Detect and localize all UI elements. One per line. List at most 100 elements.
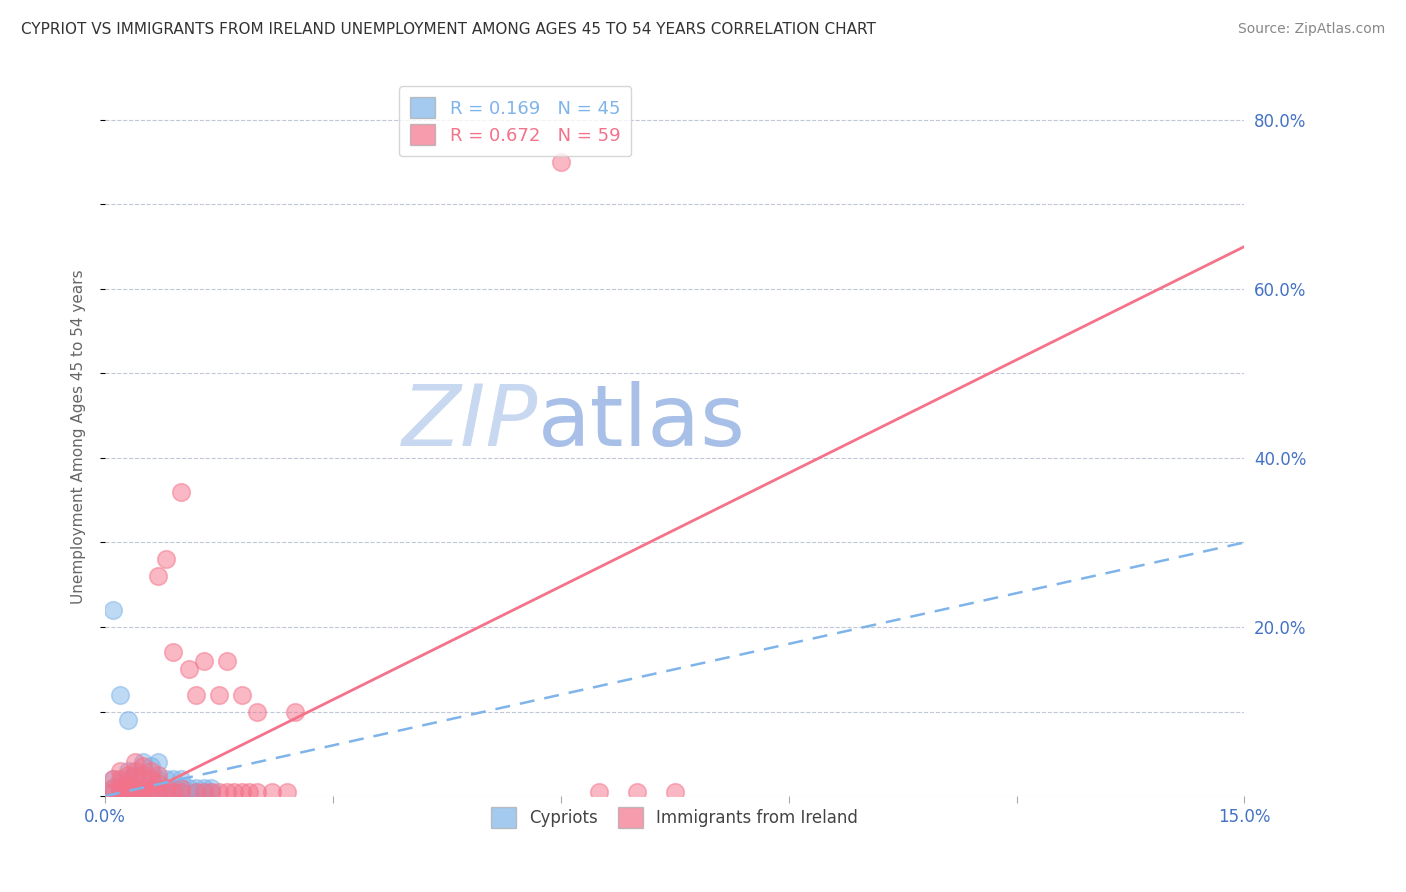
Point — [186, 785, 208, 799]
Text: CYPRIOT VS IMMIGRANTS FROM IRELAND UNEMPLOYMENT AMONG AGES 45 TO 54 YEARS CORREL: CYPRIOT VS IMMIGRANTS FROM IRELAND UNEMP… — [21, 22, 876, 37]
Point — [117, 776, 139, 790]
Point — [208, 785, 231, 799]
Point — [139, 785, 162, 799]
Point — [162, 772, 184, 787]
Point — [101, 785, 124, 799]
Point — [132, 780, 155, 795]
Point — [108, 780, 131, 795]
Point — [139, 772, 162, 787]
Point — [170, 780, 193, 795]
Point — [170, 785, 193, 799]
Point — [146, 780, 169, 795]
Point — [117, 764, 139, 778]
Y-axis label: Unemployment Among Ages 45 to 54 years: Unemployment Among Ages 45 to 54 years — [72, 269, 86, 604]
Point — [155, 552, 177, 566]
Point — [162, 645, 184, 659]
Point — [101, 780, 124, 795]
Point — [146, 756, 169, 770]
Point — [108, 776, 131, 790]
Point — [193, 780, 215, 795]
Point — [262, 785, 284, 799]
Point — [155, 780, 177, 795]
Point — [101, 772, 124, 787]
Point — [550, 155, 572, 169]
Point — [155, 772, 177, 787]
Point — [162, 780, 184, 795]
Point — [124, 764, 146, 778]
Point — [108, 780, 131, 795]
Point — [124, 768, 146, 782]
Point — [177, 785, 200, 799]
Point — [186, 780, 208, 795]
Point — [193, 785, 215, 799]
Point — [108, 785, 131, 799]
Point — [132, 785, 155, 799]
Point — [193, 785, 215, 799]
Point — [626, 785, 648, 799]
Point — [186, 785, 208, 799]
Point — [170, 785, 193, 799]
Point — [132, 785, 155, 799]
Point — [139, 772, 162, 787]
Point — [246, 785, 269, 799]
Point — [139, 764, 162, 778]
Point — [117, 780, 139, 795]
Point — [146, 569, 169, 583]
Point — [132, 768, 155, 782]
Point — [108, 764, 131, 778]
Point — [146, 785, 169, 799]
Point — [284, 705, 307, 719]
Point — [117, 785, 139, 799]
Point — [664, 785, 686, 799]
Point — [132, 772, 155, 787]
Point — [101, 603, 124, 617]
Point — [101, 780, 124, 795]
Point — [215, 654, 238, 668]
Point — [162, 785, 184, 799]
Point — [146, 772, 169, 787]
Point — [170, 780, 193, 795]
Point — [124, 785, 146, 799]
Point — [139, 785, 162, 799]
Point — [231, 785, 253, 799]
Point — [170, 772, 193, 787]
Point — [200, 780, 222, 795]
Point — [170, 484, 193, 499]
Point — [276, 785, 298, 799]
Point — [117, 772, 139, 787]
Point — [117, 768, 139, 782]
Point — [146, 768, 169, 782]
Point — [132, 756, 155, 770]
Point — [155, 780, 177, 795]
Point — [124, 780, 146, 795]
Point — [155, 785, 177, 799]
Point — [108, 772, 131, 787]
Point — [124, 780, 146, 795]
Point — [117, 713, 139, 727]
Point — [124, 785, 146, 799]
Legend: Cypriots, Immigrants from Ireland: Cypriots, Immigrants from Ireland — [485, 801, 865, 835]
Point — [146, 785, 169, 799]
Point — [108, 688, 131, 702]
Point — [200, 785, 222, 799]
Point — [215, 785, 238, 799]
Point — [139, 780, 162, 795]
Point — [177, 662, 200, 676]
Point — [246, 705, 269, 719]
Point — [224, 785, 246, 799]
Point — [101, 772, 124, 787]
Point — [177, 780, 200, 795]
Point — [588, 785, 610, 799]
Point — [117, 780, 139, 795]
Text: ZIP: ZIP — [402, 381, 538, 464]
Point — [231, 688, 253, 702]
Point — [155, 785, 177, 799]
Point — [108, 785, 131, 799]
Text: atlas: atlas — [538, 381, 747, 464]
Point — [186, 688, 208, 702]
Point — [208, 688, 231, 702]
Point — [124, 756, 146, 770]
Point — [162, 785, 184, 799]
Point — [117, 785, 139, 799]
Point — [139, 780, 162, 795]
